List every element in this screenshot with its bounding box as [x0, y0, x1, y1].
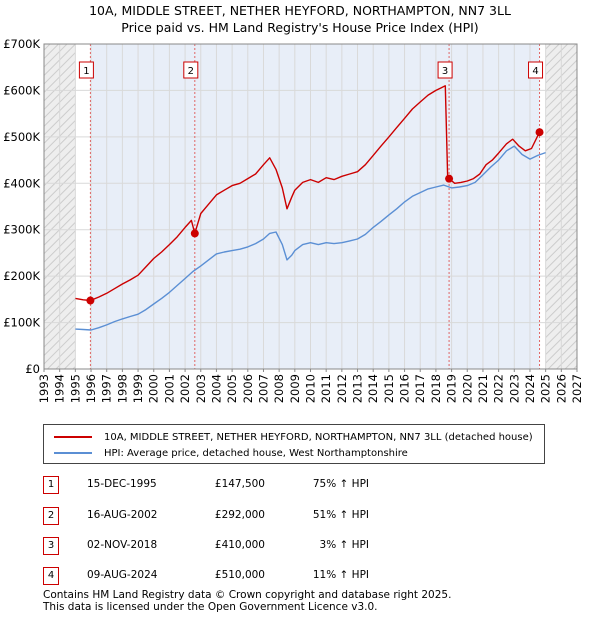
legend-label-property: 10A, MIDDLE STREET, NETHER HEYFORD, NORT… — [104, 431, 533, 443]
x-tick-label: 1999 — [131, 374, 145, 403]
sale-marker-label: 1 — [43, 476, 59, 494]
footer-attribution: Contains HM Land Registry data © Crown c… — [43, 589, 451, 613]
x-tick-label: 2002 — [178, 374, 192, 403]
sale-date: 16-AUG-2002 — [87, 509, 158, 521]
x-tick-label: 2025 — [539, 374, 553, 403]
sale-price: £147,500 — [214, 478, 265, 490]
sale-hpi-change: 51% ↑ HPI — [312, 509, 369, 521]
ownership-band — [90, 44, 540, 369]
x-tick-label: 1998 — [115, 374, 129, 403]
legend-entry-property: 10A, MIDDLE STREET, NETHER HEYFORD, NORT… — [54, 429, 533, 445]
y-tick-label: £700K — [3, 37, 40, 51]
sale-box — [528, 61, 544, 79]
x-tick-label: 2013 — [351, 374, 365, 403]
x-tick-label: 2021 — [476, 374, 490, 403]
sale-box-label: 4 — [532, 66, 538, 77]
y-tick-label: £300K — [3, 223, 40, 237]
sale-point — [445, 174, 454, 183]
x-tick-label: 1995 — [68, 374, 82, 403]
sale-box — [437, 61, 453, 79]
x-tick-label: 2008 — [272, 374, 286, 403]
x-tick-label: 2023 — [507, 374, 521, 403]
sale-marker-label: 3 — [43, 537, 59, 555]
sale-price: £292,000 — [214, 509, 265, 521]
sale-price: £510,000 — [214, 569, 265, 581]
x-tick-label: 1993 — [37, 374, 51, 403]
chart-title: 10A, MIDDLE STREET, NETHER HEYFORD, NORT… — [89, 3, 511, 18]
y-tick-label: £100K — [3, 316, 40, 330]
x-tick-label: 2009 — [288, 374, 302, 403]
x-tick-label: 2020 — [460, 374, 474, 403]
legend-label-hpi: HPI: Average price, detached house, West… — [104, 447, 408, 459]
x-tick-label: 2005 — [225, 374, 239, 403]
x-tick-label: 2015 — [382, 374, 396, 403]
x-tick-label: 2011 — [319, 374, 333, 403]
x-tick-label: 2007 — [256, 374, 270, 403]
y-tick-label: £500K — [3, 130, 40, 144]
sale-marker-label: 2 — [43, 507, 59, 525]
sale-hpi-change: 3% ↑ HPI — [319, 539, 369, 551]
x-tick-label: 2016 — [398, 374, 412, 403]
x-tick-label: 2018 — [429, 374, 443, 403]
legend-line-property — [54, 436, 92, 438]
y-tick-label: £400K — [3, 176, 40, 190]
sale-date: 02-NOV-2018 — [87, 539, 158, 551]
x-tick-label: 1994 — [53, 374, 67, 403]
x-tick-label: 1997 — [100, 374, 114, 403]
price-chart: £0 £100K £200K £300K £400K £500K £600K £700K 199… — [3, 37, 584, 403]
x-tick-label: 2006 — [241, 374, 255, 403]
sale-date: 15-DEC-1995 — [87, 478, 157, 490]
property-price-line — [75, 85, 543, 302]
footer-copyright: Contains HM Land Registry data © Crown c… — [43, 589, 452, 601]
chart-subtitle: Price paid vs. HM Land Registry's House … — [121, 20, 479, 35]
legend-line-hpi — [54, 452, 92, 454]
x-tick-label: 2019 — [445, 374, 459, 403]
x-tick-label: 2012 — [335, 374, 349, 403]
x-tick-label: 2024 — [523, 374, 537, 403]
sale-hpi-change: 11% ↑ HPI — [312, 569, 369, 581]
y-tick-label: £0 — [25, 362, 40, 376]
sale-point — [535, 128, 544, 137]
sale-price: £410,000 — [214, 539, 265, 551]
x-tick-label: 2017 — [413, 374, 427, 403]
legend: 10A, MIDDLE STREET, NETHER HEYFORD, NORT… — [43, 424, 545, 464]
footer-licence: This data is licensed under the Open Gov… — [43, 601, 378, 613]
x-tick-label: 2001 — [162, 374, 176, 403]
sale-box — [183, 61, 199, 79]
x-tick-label: 2003 — [194, 374, 208, 403]
x-tick-label: 2004 — [209, 374, 223, 403]
y-tick-label: £600K — [3, 83, 40, 97]
sale-box-label: 3 — [442, 66, 448, 77]
x-tick-label: 2027 — [570, 374, 584, 403]
sale-hpi-change: 75% ↑ HPI — [312, 478, 369, 490]
x-tick-label: 2014 — [366, 374, 380, 403]
sale-marker-label: 4 — [43, 567, 59, 585]
x-tick-label: 2010 — [304, 374, 318, 403]
y-tick-label: £200K — [3, 269, 40, 283]
sale-point — [190, 229, 199, 238]
x-tick-label: 2000 — [147, 374, 161, 403]
hpi-line — [75, 145, 546, 331]
sale-box-label: 1 — [83, 66, 89, 77]
legend-entry-hpi: HPI: Average price, detached house, West… — [54, 445, 408, 461]
x-tick-label: 2022 — [492, 374, 506, 403]
sale-box-label: 2 — [188, 66, 194, 77]
sale-box — [78, 61, 94, 79]
sale-date: 09-AUG-2024 — [87, 569, 158, 581]
x-tick-label: 2026 — [554, 374, 568, 403]
sale-point — [86, 296, 95, 305]
x-tick-label: 1996 — [84, 374, 98, 403]
